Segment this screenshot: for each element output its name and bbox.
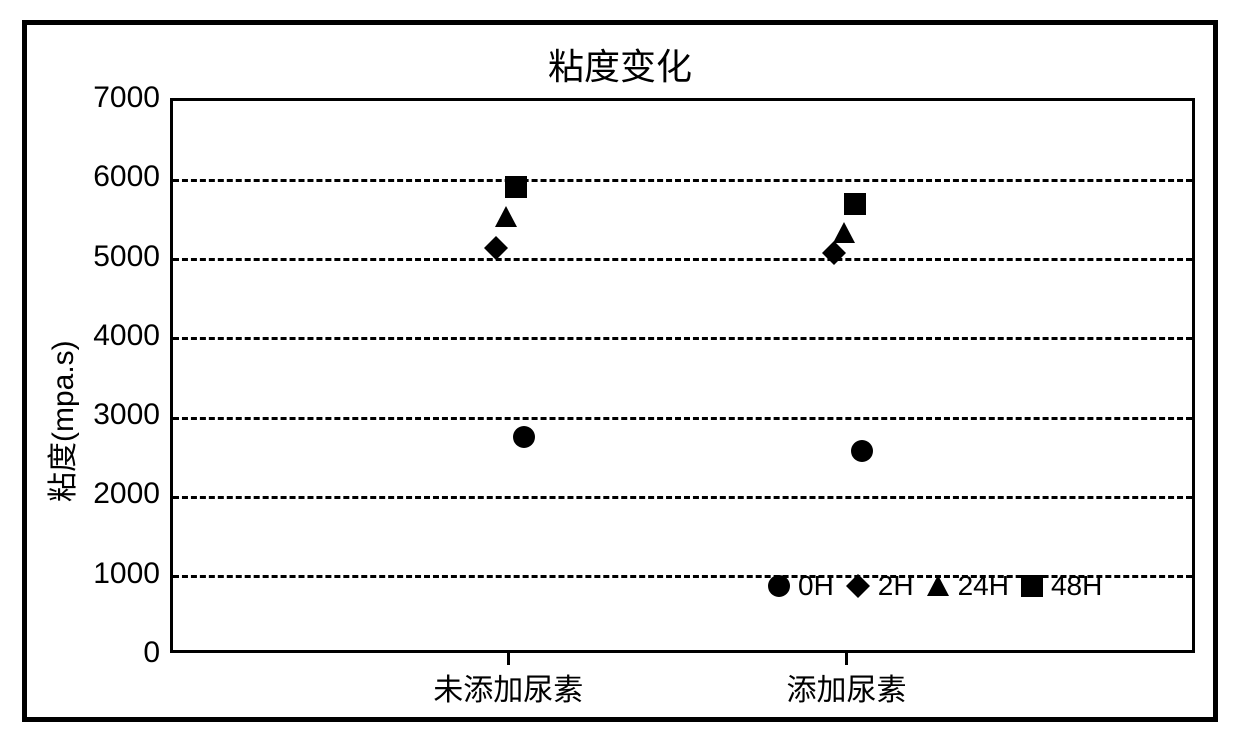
legend-item: 2H [846, 570, 914, 602]
y-tick-label: 4000 [70, 319, 160, 353]
y-tick-label: 1000 [70, 557, 160, 591]
marker-circle-icon [768, 575, 790, 597]
data-point [844, 193, 866, 215]
gridline [173, 179, 1192, 182]
x-tick-mark [507, 653, 510, 665]
data-point [822, 241, 846, 265]
data-point [484, 236, 508, 260]
y-tick-label: 3000 [70, 398, 160, 432]
data-point [494, 205, 518, 229]
y-tick-label: 5000 [70, 240, 160, 274]
legend-item: 48H [1021, 570, 1102, 602]
chart-title: 粘度变化 [420, 38, 820, 90]
marker-square-icon [1021, 575, 1043, 597]
legend-label: 0H [798, 570, 834, 602]
data-point [513, 426, 535, 448]
gridline [173, 417, 1192, 420]
data-point [832, 221, 856, 245]
legend-label: 2H [878, 570, 914, 602]
legend-label: 24H [958, 570, 1009, 602]
legend: 0H 2H 24H 48H [768, 570, 1102, 602]
marker-triangle-icon [926, 574, 950, 598]
legend-label: 48H [1051, 570, 1102, 602]
x-tick-label: 未添加尿素 [398, 665, 618, 709]
x-tick-mark [845, 653, 848, 665]
legend-item: 0H [768, 570, 834, 602]
y-tick-label: 6000 [70, 160, 160, 194]
y-tick-label: 0 [70, 636, 160, 670]
gridline [173, 337, 1192, 340]
legend-item: 24H [926, 570, 1009, 602]
data-point [851, 440, 873, 462]
gridline [173, 496, 1192, 499]
x-tick-label: 添加尿素 [737, 665, 957, 709]
marker-diamond-icon [846, 574, 870, 598]
gridline [173, 258, 1192, 261]
y-tick-label: 2000 [70, 477, 160, 511]
y-tick-label: 7000 [70, 81, 160, 115]
data-point [505, 176, 527, 198]
